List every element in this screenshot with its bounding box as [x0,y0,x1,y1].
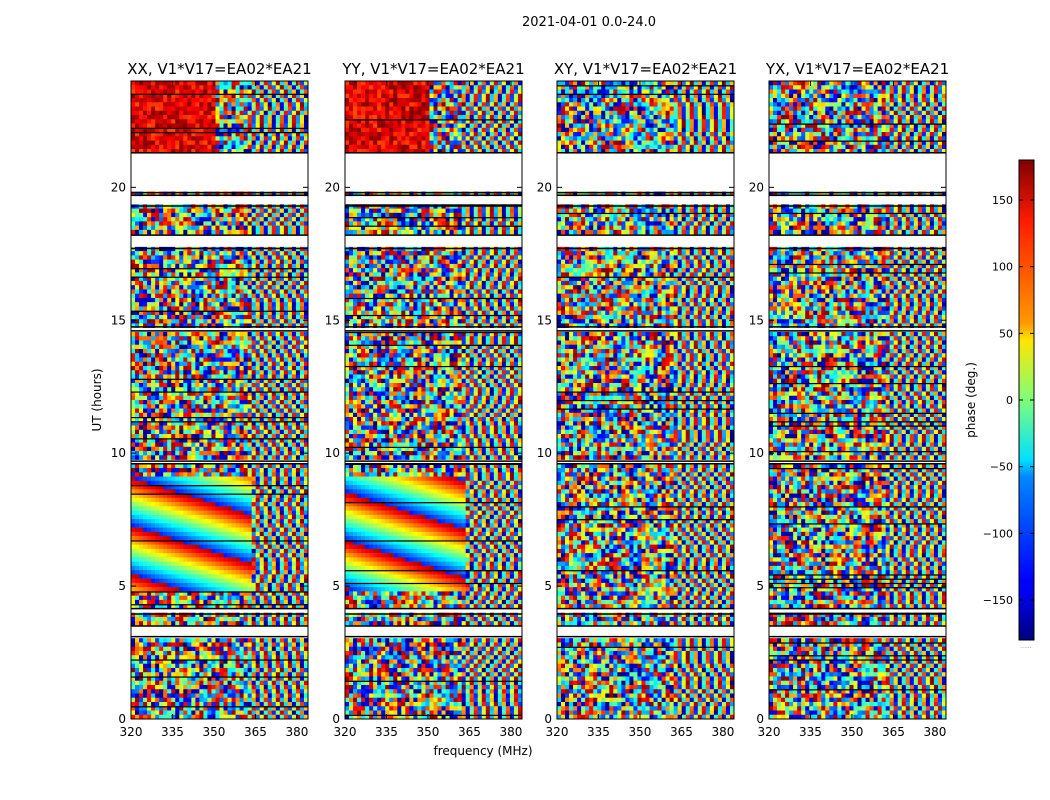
panel-title: XX, V1*V17=EA02*EA21 [127,60,311,78]
y-tick-label: 0 [332,712,340,726]
panel-frame [130,80,309,720]
x-tick-label: 350 [417,725,440,739]
panel-frame [344,80,523,720]
y-tick-label: 15 [111,313,126,327]
x-tick-label: 320 [334,725,357,739]
x-tick-label: 365 [882,725,905,739]
y-tick-label: 15 [749,313,764,327]
colorbar-tick-label: 0 [1006,394,1013,407]
y-tick-label: 0 [756,712,764,726]
phase-heatmap [345,81,522,719]
x-tick-label: 365 [244,725,267,739]
x-tick-label: 335 [161,725,184,739]
panels-group: XX, V1*V17=EA02*EA21 320 335 350 365 380 0 5 10 1… [111,60,949,739]
x-axis-label: frequency (MHz) [433,744,532,758]
y-tick-label: 10 [111,446,126,460]
x-tick-label: 335 [375,725,398,739]
x-tick-label: 320 [120,725,143,739]
y-tick-label: 20 [749,180,764,194]
y-tick-label: 20 [111,180,126,194]
panel-3: XY, V1*V17=EA02*EA21 320 335 350 365 380 0 5 10 1… [537,60,737,739]
panel-title: YX, V1*V17=EA02*EA21 [765,60,949,78]
x-tick-label: 365 [670,725,693,739]
y-tick-label: 5 [756,579,764,593]
y-tick-label: 5 [118,579,126,593]
phase-heatmap [769,81,946,719]
x-tick-label: 320 [546,725,569,739]
phase-heatmap [557,81,734,719]
x-tick-label: 380 [923,725,946,739]
y-tick-label: 20 [325,180,340,194]
y-tick-label: 15 [325,313,340,327]
y-tick-label: 10 [325,446,340,460]
phase-heatmap [131,81,308,719]
y-tick-label: 0 [544,712,552,726]
panel-frame [556,80,735,720]
y-tick-label: 15 [537,313,552,327]
colorbar-tick-label: −100 [983,527,1013,540]
x-tick-label: 350 [203,725,226,739]
panel-4: YX, V1*V17=EA02*EA21 320 335 350 365 380 0 5 10 1… [749,60,949,739]
colorbar-tick-label: −50 [990,461,1013,474]
y-tick-label: 20 [537,180,552,194]
y-tick-label: 0 [118,712,126,726]
x-tick-label: 380 [285,725,308,739]
figure-suptitle: 2021-04-01 0.0-24.0 [522,15,656,30]
panel-frame [768,80,947,720]
colorbar-tick-label: 50 [999,327,1013,340]
colorbar-footer: ...... [1020,643,1032,650]
y-tick-label: 10 [749,446,764,460]
panel-title: YY, V1*V17=EA02*EA21 [341,60,524,78]
colorbar: −150 −100 −50 0 50 100 150 [983,159,1035,641]
y-tick-label: 10 [537,446,552,460]
x-tick-label: 335 [799,725,822,739]
colorbar-tick-label: 150 [992,194,1013,207]
panel-2: YY, V1*V17=EA02*EA21 320 335 350 365 380 0 5 10 1… [325,60,525,739]
x-tick-label: 350 [629,725,652,739]
x-tick-label: 380 [711,725,734,739]
x-tick-label: 350 [841,725,864,739]
x-tick-label: 335 [587,725,610,739]
y-tick-label: 5 [332,579,340,593]
panel-title: XY, V1*V17=EA02*EA21 [554,60,737,78]
colorbar-tick-label: −150 [983,594,1013,607]
colorbar-tick-label: 100 [992,261,1013,274]
x-tick-label: 365 [458,725,481,739]
x-tick-label: 380 [499,725,522,739]
x-tick-label: 320 [758,725,781,739]
y-axis-label: UT (hours) [90,368,104,431]
y-tick-label: 5 [544,579,552,593]
colorbar-label: phase (deg.) [964,362,978,438]
panel-1: XX, V1*V17=EA02*EA21 320 335 350 365 380 0 5 10 1… [111,60,312,739]
